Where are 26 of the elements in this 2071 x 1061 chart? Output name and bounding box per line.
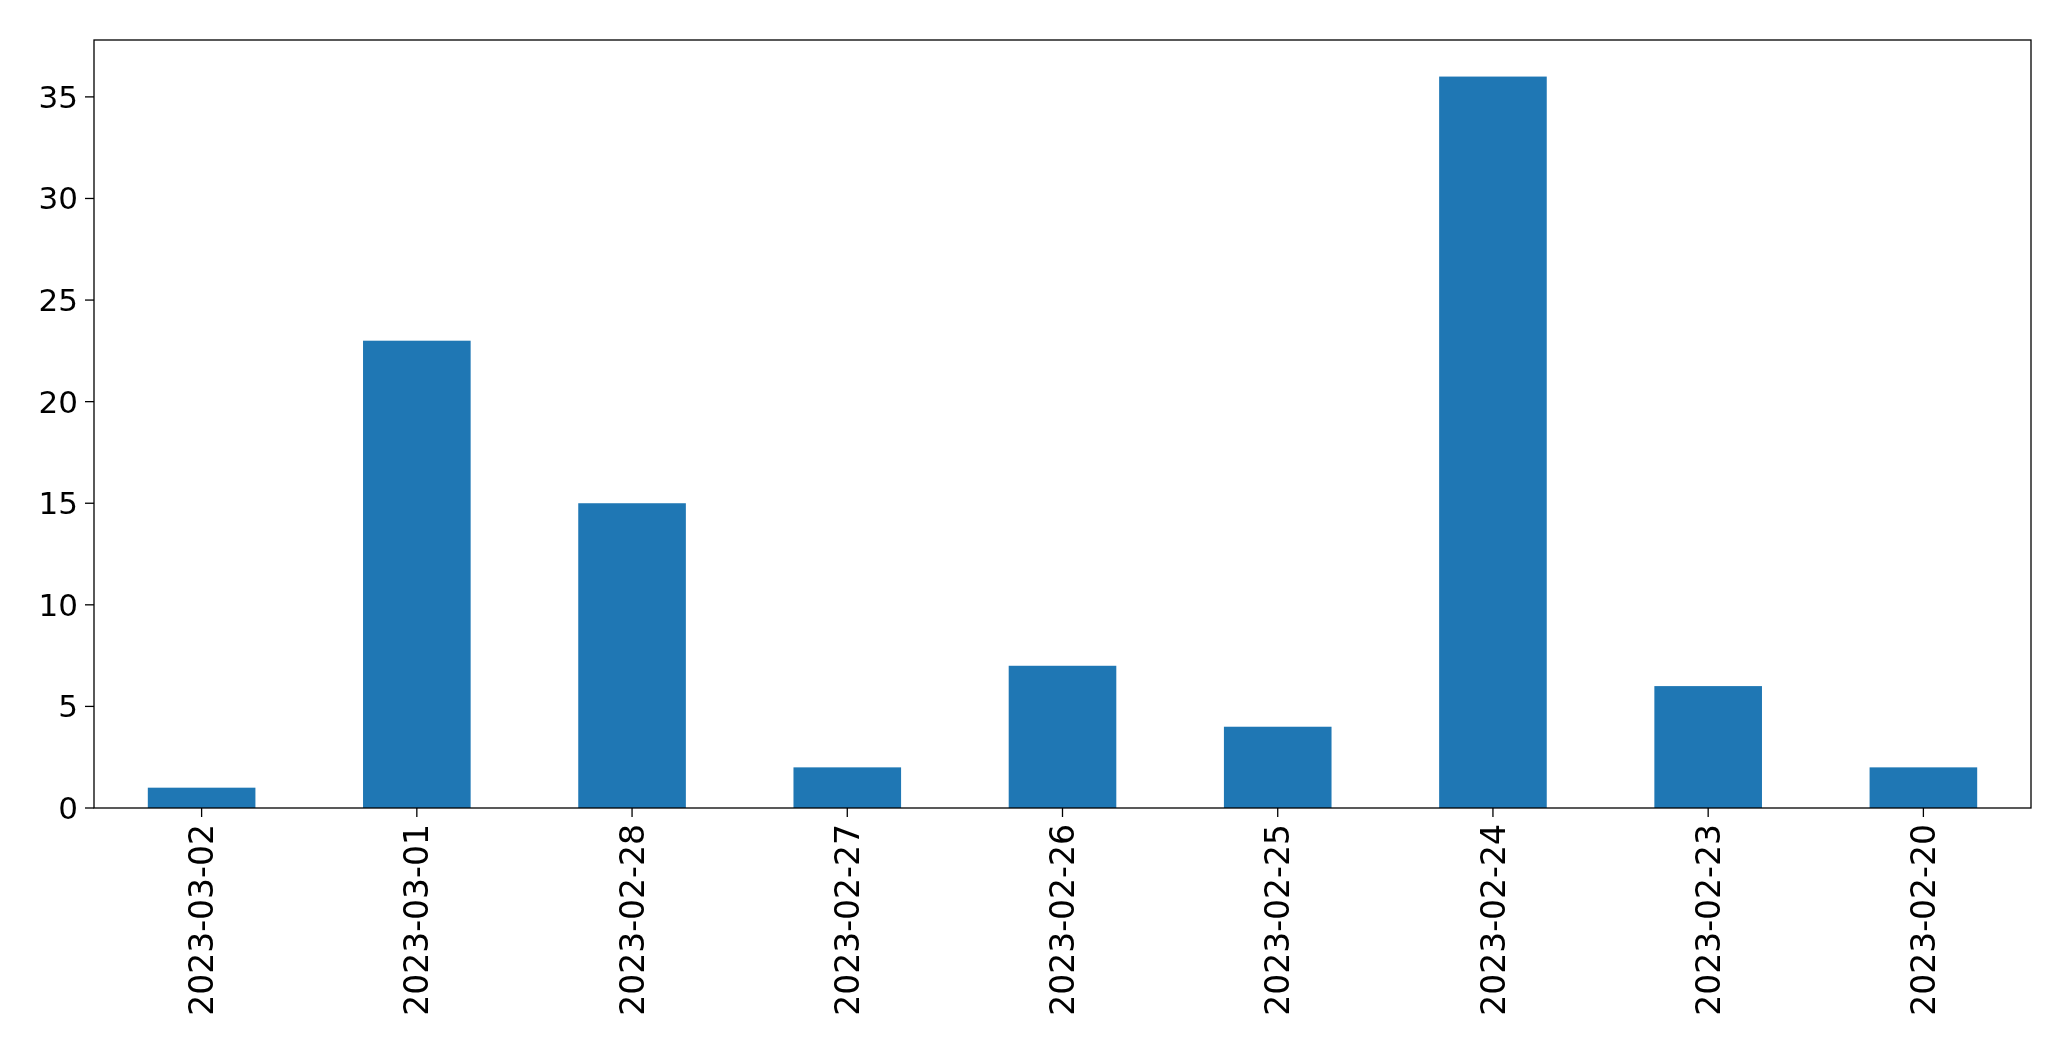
y-tick-label: 25	[38, 281, 78, 318]
x-tick-label: 2023-02-20	[1903, 824, 1943, 1016]
bar	[363, 340, 471, 808]
y-tick-label: 15	[38, 485, 78, 522]
x-tick-label: 2023-03-01	[397, 824, 437, 1016]
bar	[793, 767, 902, 808]
bar	[147, 787, 256, 808]
y-tick-label: 35	[38, 78, 78, 115]
y-tick-label: 30	[38, 180, 78, 217]
x-tick-label: 2023-02-25	[1258, 824, 1298, 1016]
x-tick-label: 2023-02-28	[612, 824, 652, 1016]
bar	[1869, 767, 1978, 808]
y-tick-label: 20	[38, 383, 78, 420]
x-tick-label: 2023-02-23	[1688, 824, 1728, 1016]
bar	[1223, 726, 1332, 808]
bar	[1008, 665, 1117, 808]
y-tick-label: 0	[58, 789, 78, 826]
bar	[1439, 76, 1547, 808]
bar	[1654, 686, 1762, 808]
bar	[578, 503, 686, 808]
y-tick-label: 5	[58, 688, 78, 725]
x-tick-label: 2023-02-27	[827, 824, 867, 1016]
x-tick-label: 2023-02-24	[1473, 824, 1513, 1016]
x-tick-label: 2023-02-26	[1043, 824, 1083, 1016]
x-tick-label: 2023-03-02	[182, 824, 222, 1016]
y-tick-label: 10	[38, 586, 78, 623]
